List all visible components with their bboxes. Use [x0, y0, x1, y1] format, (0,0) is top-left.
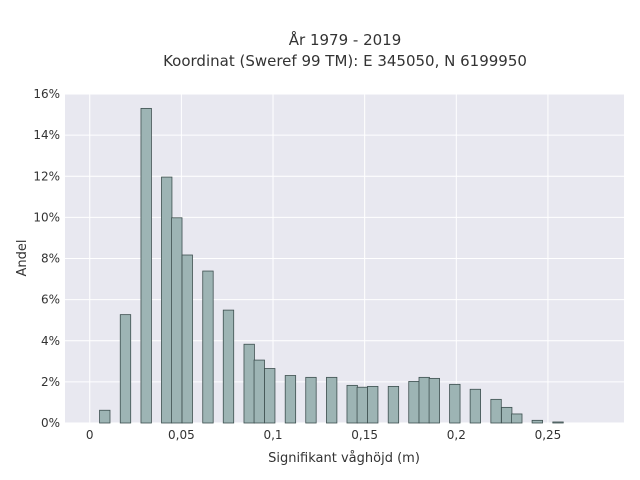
- x-tick-label: 0: [86, 428, 94, 442]
- y-tick-label: 2%: [41, 375, 60, 389]
- histogram-bar: [346, 384, 358, 424]
- histogram-bar: [356, 386, 368, 424]
- y-tick-label: 8%: [41, 252, 60, 266]
- histogram-bar: [181, 254, 193, 424]
- x-tick-label: 0,25: [535, 428, 562, 442]
- histogram-bar: [387, 385, 400, 424]
- histogram-bar: [501, 406, 513, 424]
- x-tick-label: 0,1: [263, 428, 282, 442]
- x-tick-label: 0,15: [351, 428, 378, 442]
- histogram-bar: [305, 376, 317, 424]
- histogram-bar: [326, 376, 338, 424]
- histogram-bar: [449, 383, 461, 424]
- histogram-bar: [140, 107, 152, 424]
- histogram-bar: [243, 343, 255, 424]
- histogram-bar: [119, 314, 132, 424]
- histogram-bar: [408, 381, 420, 424]
- histogram-bar: [202, 270, 214, 424]
- histogram-bar: [490, 398, 502, 424]
- chart-title-line2: Koordinat (Sweref 99 TM): E 345050, N 61…: [163, 52, 527, 70]
- x-tick-label: 0,05: [168, 428, 195, 442]
- histogram-bar: [161, 176, 173, 424]
- y-tick-label: 6%: [41, 293, 60, 307]
- chart-title-line1: År 1979 - 2019: [289, 30, 402, 49]
- y-tick-label: 16%: [33, 87, 60, 101]
- histogram-bar: [418, 376, 430, 424]
- histogram-bar: [531, 419, 543, 424]
- histogram-bars: [99, 107, 564, 424]
- y-tick-label: 12%: [33, 169, 60, 183]
- histogram-bar: [222, 309, 235, 424]
- grid-lines: [65, 93, 624, 424]
- histogram-bar: [552, 421, 564, 424]
- histogram-bar: [511, 413, 523, 424]
- y-tick-labels: 0% 2% 4% 6% 8% 10% 12% 14% 16%: [33, 87, 60, 430]
- x-tick-label: 0,2: [447, 428, 466, 442]
- histogram-bar: [253, 359, 265, 424]
- y-tick-label: 10%: [33, 210, 60, 224]
- histogram-bar: [284, 375, 297, 424]
- x-axis-label: Signifikant våghöjd (m): [268, 451, 420, 466]
- histogram-bar: [171, 217, 183, 424]
- histogram-bar: [428, 377, 440, 424]
- y-tick-label: 0%: [41, 416, 60, 430]
- histogram-bar: [99, 409, 111, 424]
- x-tick-labels: 0 0,05 0,1 0,15 0,2 0,25: [86, 428, 561, 442]
- histogram-bar: [367, 385, 379, 424]
- histogram-bar: [264, 368, 276, 424]
- y-tick-label: 4%: [41, 334, 60, 348]
- histogram-bar: [469, 388, 481, 424]
- y-axis-label: Andel: [15, 240, 30, 277]
- y-tick-label: 14%: [33, 128, 60, 142]
